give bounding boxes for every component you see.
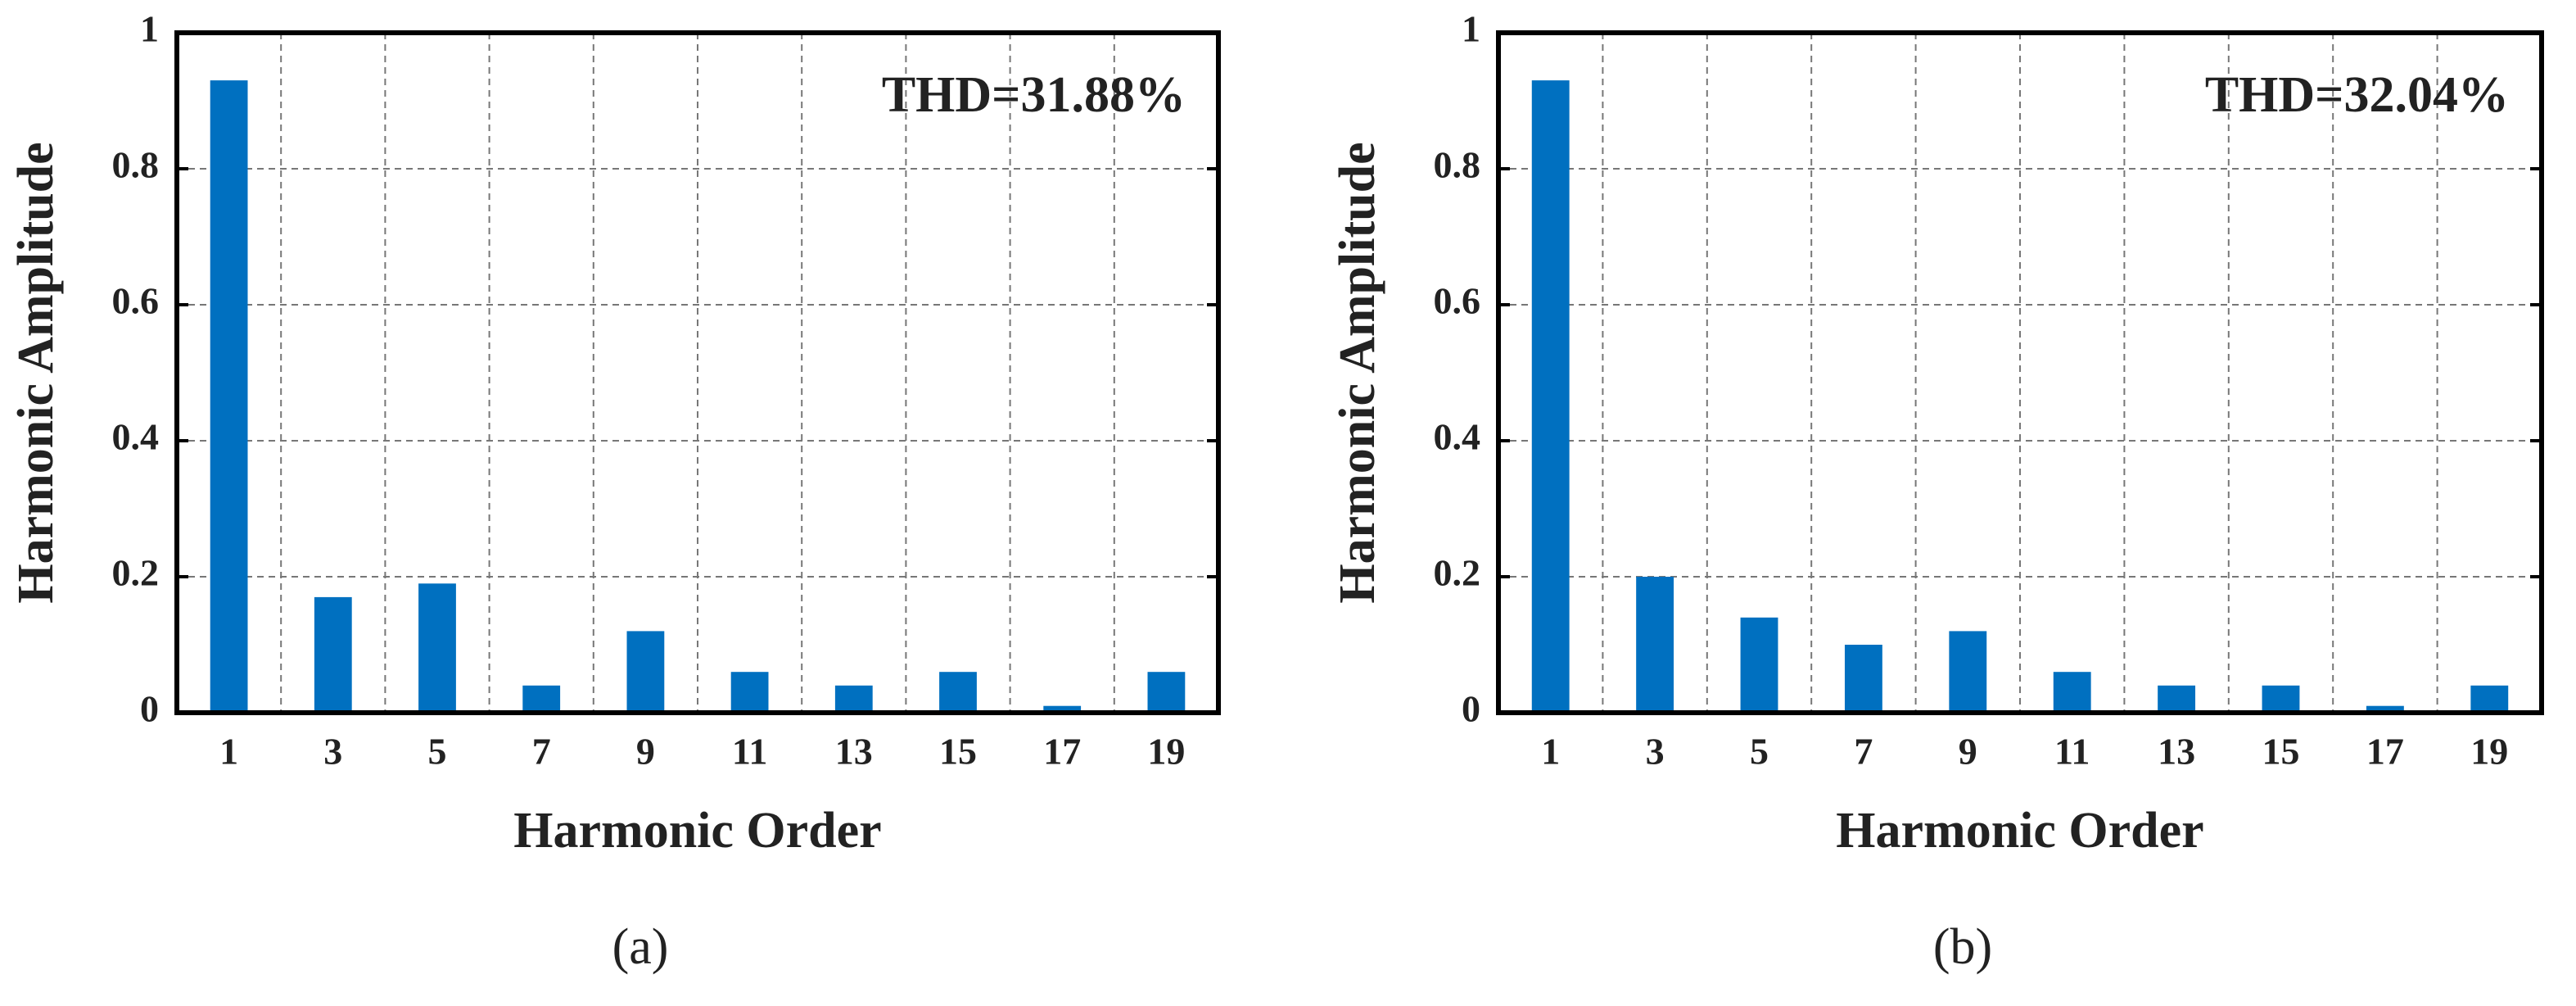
bar bbox=[834, 685, 873, 713]
x-tick-label: 19 bbox=[2470, 731, 2508, 773]
y-axis-title: Harmonic Amplitude bbox=[8, 142, 64, 603]
panel-label: (a) bbox=[612, 919, 669, 975]
x-tick-label: 7 bbox=[532, 731, 551, 773]
y-tick-label: 0.4 bbox=[1434, 416, 1481, 458]
y-tick-label: 0.8 bbox=[112, 144, 160, 186]
bar bbox=[522, 685, 561, 713]
bar bbox=[1147, 672, 1186, 713]
bar bbox=[2366, 705, 2404, 713]
x-axis-title: Harmonic Order bbox=[513, 803, 881, 859]
y-tick-label: 0.8 bbox=[1434, 144, 1481, 186]
x-tick-label: 17 bbox=[1043, 731, 1081, 773]
y-tick-label: 0.2 bbox=[112, 552, 160, 594]
x-tick-label: 13 bbox=[835, 731, 873, 773]
y-tick-label: 0 bbox=[140, 688, 159, 730]
bar bbox=[210, 80, 248, 714]
x-axis-title: Harmonic Order bbox=[1836, 803, 2203, 859]
bar bbox=[1043, 705, 1082, 713]
y-tick-label: 1 bbox=[140, 8, 159, 50]
bar bbox=[1531, 80, 1570, 714]
bar bbox=[2053, 672, 2091, 713]
bar bbox=[1844, 645, 1882, 713]
bar bbox=[1949, 631, 1987, 713]
x-tick-label: 13 bbox=[2158, 731, 2195, 773]
x-tick-label: 9 bbox=[636, 731, 655, 773]
x-tick-label: 9 bbox=[1959, 731, 1977, 773]
bar bbox=[1740, 617, 1778, 713]
bar bbox=[730, 672, 769, 713]
annotation: THD=31.88% bbox=[882, 67, 1186, 123]
x-tick-label: 3 bbox=[1646, 731, 1665, 773]
x-tick-label: 5 bbox=[428, 731, 447, 773]
x-tick-label: 7 bbox=[1854, 731, 1873, 773]
x-tick-label: 1 bbox=[219, 731, 238, 773]
annotation: THD=32.04% bbox=[2205, 67, 2509, 123]
y-tick-label: 0.6 bbox=[1434, 280, 1481, 322]
y-tick-label: 1 bbox=[1462, 8, 1480, 50]
plot-frame bbox=[1496, 30, 2544, 715]
panel-label: (b) bbox=[1933, 919, 1992, 975]
bar bbox=[2158, 685, 2196, 713]
bar bbox=[939, 672, 977, 713]
x-tick-label: 3 bbox=[323, 731, 342, 773]
chart-panel: 00.20.40.60.811 3 5 7 9 11 13 15 17 19THD=32.04%H… bbox=[1330, 8, 2544, 975]
x-tick-label: 5 bbox=[1750, 731, 1769, 773]
y-tick-label: 0.4 bbox=[112, 416, 160, 458]
bar bbox=[2470, 685, 2509, 713]
x-tick-label: 1 bbox=[1541, 731, 1560, 773]
x-tick-label: 15 bbox=[939, 731, 977, 773]
chart-panel: 00.20.40.60.811 3 5 7 9 11 13 15 17 19THD=31.88%H… bbox=[8, 8, 1221, 975]
x-tick-label: 11 bbox=[2054, 731, 2090, 773]
x-tick-label: 11 bbox=[732, 731, 767, 773]
x-tick-label: 19 bbox=[1147, 731, 1185, 773]
plot-frame bbox=[174, 30, 1221, 715]
x-tick-label: 17 bbox=[2366, 731, 2404, 773]
bar bbox=[2262, 685, 2300, 713]
y-tick-label: 0 bbox=[1462, 688, 1480, 730]
bar bbox=[1636, 577, 1674, 713]
y-tick-label: 0.6 bbox=[112, 280, 160, 322]
x-tick-label: 15 bbox=[2262, 731, 2300, 773]
bar bbox=[314, 596, 352, 713]
y-axis-title: Harmonic Amplitude bbox=[1330, 142, 1385, 603]
y-tick-label: 0.2 bbox=[1434, 552, 1481, 594]
bar bbox=[418, 583, 456, 713]
bar bbox=[626, 631, 665, 713]
